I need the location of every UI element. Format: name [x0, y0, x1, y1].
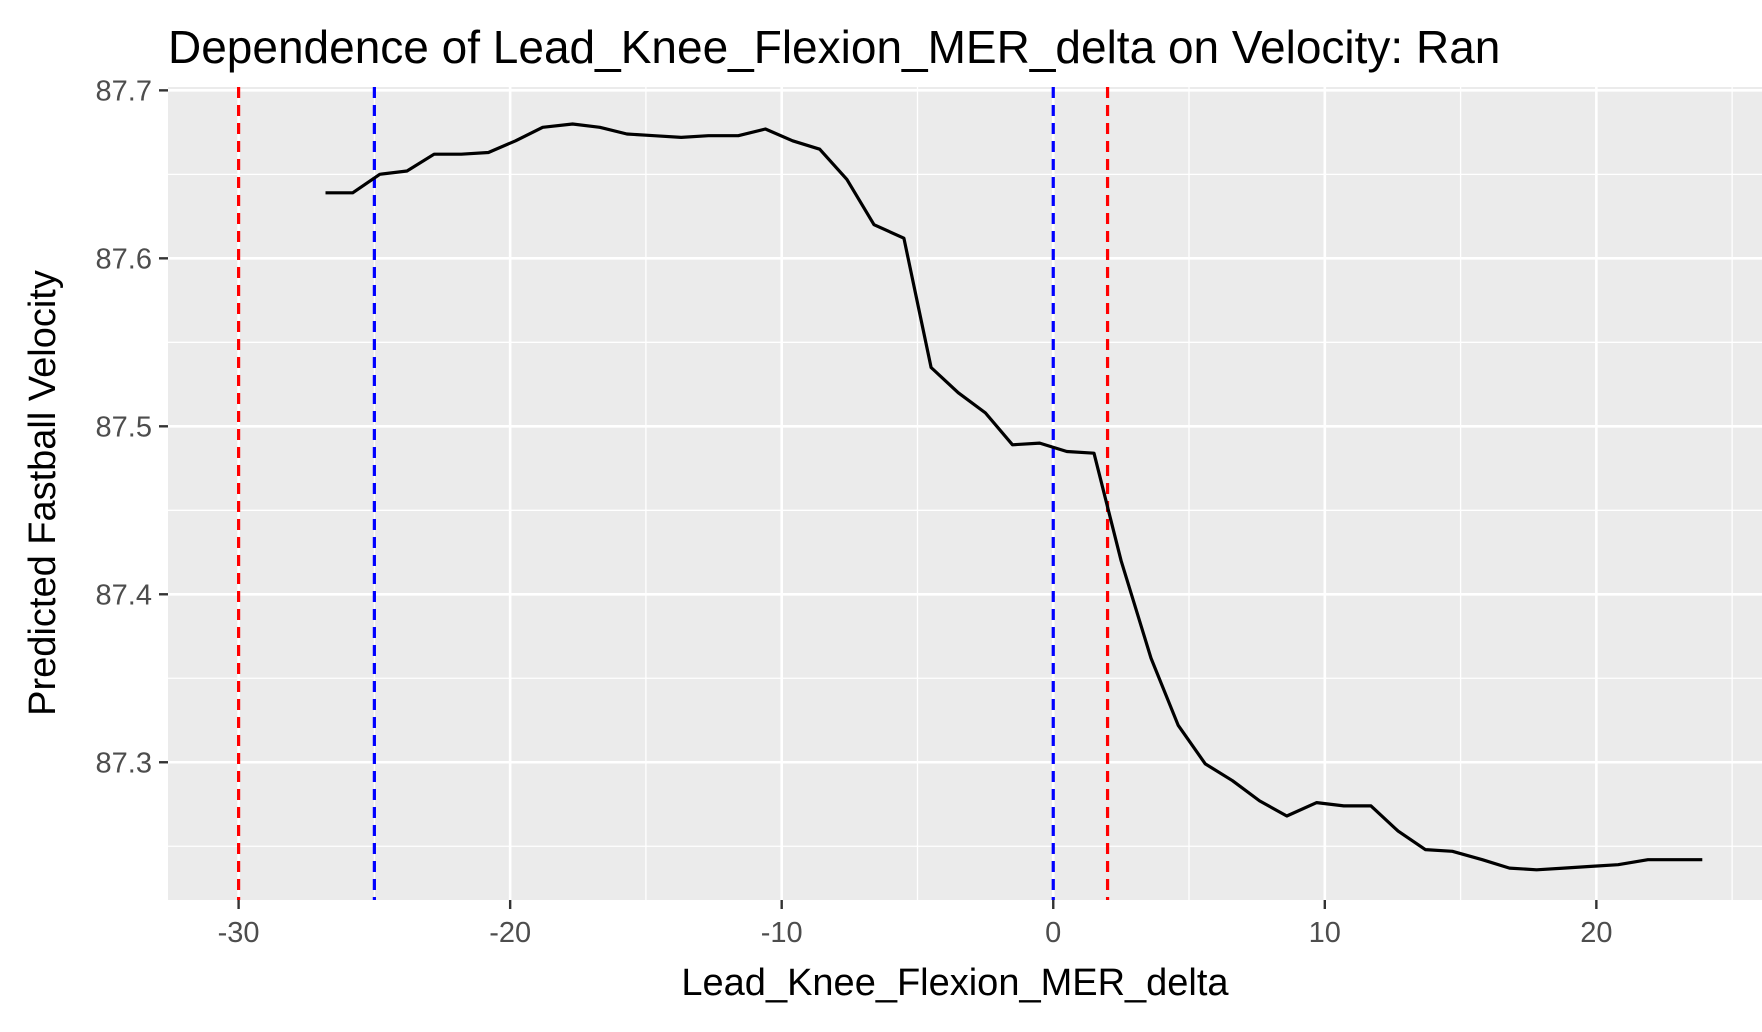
- y-axis-title: Predicted Fastball Velocity: [22, 270, 64, 716]
- x-tick-label: 20: [1580, 917, 1612, 949]
- x-axis-title: Lead_Knee_Flexion_MER_delta: [681, 962, 1229, 1004]
- y-tick-label: 87.3: [96, 747, 152, 779]
- x-tick-label: 0: [1045, 917, 1061, 949]
- y-tick-label: 87.5: [96, 411, 152, 443]
- series-lines: [325, 122, 1703, 872]
- x-tick-label: -20: [489, 917, 531, 949]
- x-tick-label: 10: [1309, 917, 1341, 949]
- plot-panel: [168, 87, 1762, 900]
- chart-title: Dependence of Lead_Knee_Flexion_MER_delt…: [168, 21, 1500, 73]
- series-line: [325, 122, 1703, 872]
- x-tick-label: -10: [761, 917, 803, 949]
- reference-lines: [237, 87, 1110, 900]
- y-tick-label: 87.7: [96, 75, 152, 107]
- y-tick-label: 87.4: [96, 579, 152, 611]
- x-axis: -30 -20 -10 0 10 20: [218, 900, 1612, 949]
- y-tick-label: 87.6: [96, 243, 152, 275]
- y-axis: 87.3 87.4 87.5 87.6 87.7: [96, 75, 168, 779]
- x-tick-label: -30: [218, 917, 260, 949]
